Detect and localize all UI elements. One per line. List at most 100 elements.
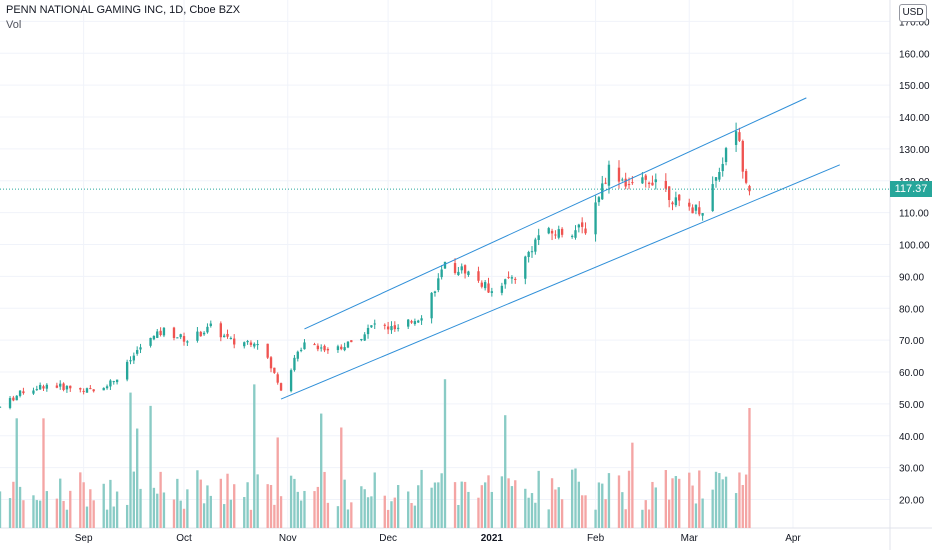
candle-body bbox=[437, 278, 440, 291]
candle-body bbox=[417, 320, 420, 323]
candle-body bbox=[534, 239, 537, 252]
volume-bar bbox=[678, 478, 681, 528]
volume-bar bbox=[336, 506, 340, 528]
volume-bar bbox=[463, 481, 467, 528]
volume-bar bbox=[744, 474, 748, 528]
candle-body bbox=[105, 386, 109, 389]
candle-body bbox=[249, 342, 253, 345]
candle-body bbox=[219, 323, 222, 338]
volume-bar bbox=[149, 405, 152, 528]
volume-bar bbox=[266, 484, 269, 528]
candle-body bbox=[253, 343, 256, 347]
candle-body bbox=[631, 182, 634, 184]
volume-bar bbox=[581, 495, 584, 528]
y-tick-label: 70.00 bbox=[899, 336, 924, 347]
candle-body bbox=[734, 131, 738, 145]
candle-body bbox=[343, 347, 346, 351]
volume-bar bbox=[664, 470, 667, 528]
volume-bar bbox=[82, 482, 85, 528]
volume-bar bbox=[32, 495, 35, 528]
candle-body bbox=[460, 266, 463, 271]
candle-body bbox=[604, 182, 607, 184]
candle-body bbox=[199, 331, 202, 337]
candle-body bbox=[430, 292, 433, 319]
candle-body bbox=[139, 347, 142, 350]
candle-body bbox=[293, 357, 296, 371]
candle-body bbox=[15, 395, 18, 401]
volume-bar bbox=[437, 482, 440, 528]
candle-body bbox=[560, 228, 564, 235]
volume-bar bbox=[159, 471, 162, 528]
volume-bar bbox=[413, 505, 417, 528]
volume-bar bbox=[162, 492, 166, 528]
volume-bar bbox=[654, 487, 657, 528]
volume-bar bbox=[624, 509, 627, 528]
candle-body bbox=[440, 269, 443, 278]
candle-body bbox=[350, 340, 353, 343]
candle-body bbox=[443, 261, 447, 269]
candle-body bbox=[627, 184, 631, 186]
volume-bar bbox=[219, 478, 222, 528]
volume-bar bbox=[45, 491, 49, 528]
candle-body bbox=[35, 389, 38, 391]
volume-bar bbox=[460, 481, 463, 528]
candle-body bbox=[644, 175, 647, 180]
volume-bar bbox=[631, 442, 634, 528]
candle-body bbox=[62, 383, 65, 390]
volume-bar bbox=[537, 470, 540, 528]
candle-body bbox=[22, 391, 25, 394]
volume-bar bbox=[607, 473, 611, 528]
volume-bar bbox=[514, 480, 517, 528]
volume-bar bbox=[370, 496, 373, 528]
volume-bar bbox=[386, 509, 390, 528]
volume-bar bbox=[55, 498, 59, 528]
volume-bar bbox=[430, 487, 433, 528]
currency-button[interactable]: USD bbox=[899, 4, 927, 22]
volume-bar bbox=[199, 479, 202, 528]
candle-body bbox=[296, 351, 299, 359]
volume-bar bbox=[383, 495, 386, 528]
candle-body bbox=[266, 343, 269, 358]
candle-body bbox=[156, 331, 159, 338]
y-tick-label: 100.00 bbox=[899, 241, 930, 252]
x-tick-label: Nov bbox=[279, 533, 297, 544]
volume-bar bbox=[691, 485, 694, 528]
candle-body bbox=[537, 235, 540, 240]
candle-body bbox=[202, 332, 206, 335]
volume-bar bbox=[136, 428, 139, 528]
candle-body bbox=[32, 390, 35, 394]
y-tick-label: 160.00 bbox=[899, 49, 930, 60]
candle-body bbox=[504, 279, 507, 285]
volume-bar bbox=[186, 489, 189, 528]
volume-bar bbox=[299, 500, 303, 528]
candle-body bbox=[115, 379, 119, 383]
candle-body bbox=[112, 381, 115, 383]
candle-body bbox=[370, 325, 373, 328]
volume-bar bbox=[718, 473, 721, 528]
candle-body bbox=[584, 228, 587, 234]
candle-body bbox=[420, 318, 423, 321]
candle-body bbox=[85, 388, 89, 393]
candle-body bbox=[279, 383, 283, 391]
volume-bar bbox=[396, 485, 400, 528]
y-tick-label: 40.00 bbox=[899, 432, 924, 443]
volume-bar bbox=[698, 470, 701, 528]
volume-bar bbox=[323, 471, 326, 528]
candle-body bbox=[313, 344, 316, 346]
candle-body bbox=[410, 321, 413, 323]
candle-body bbox=[316, 345, 320, 350]
volume-bar bbox=[734, 493, 738, 528]
candle-body bbox=[132, 355, 136, 361]
volume-bar bbox=[366, 497, 370, 528]
candle-body bbox=[674, 197, 678, 206]
candle-body bbox=[748, 185, 751, 192]
volume-bar bbox=[480, 485, 483, 528]
candle-body bbox=[467, 271, 470, 275]
volume-bar bbox=[326, 502, 330, 528]
candle-body bbox=[487, 283, 490, 293]
volume-bar bbox=[256, 474, 259, 528]
candle-body bbox=[323, 345, 326, 351]
volume-bar bbox=[748, 408, 751, 528]
y-tick-label: 110.00 bbox=[899, 209, 929, 220]
